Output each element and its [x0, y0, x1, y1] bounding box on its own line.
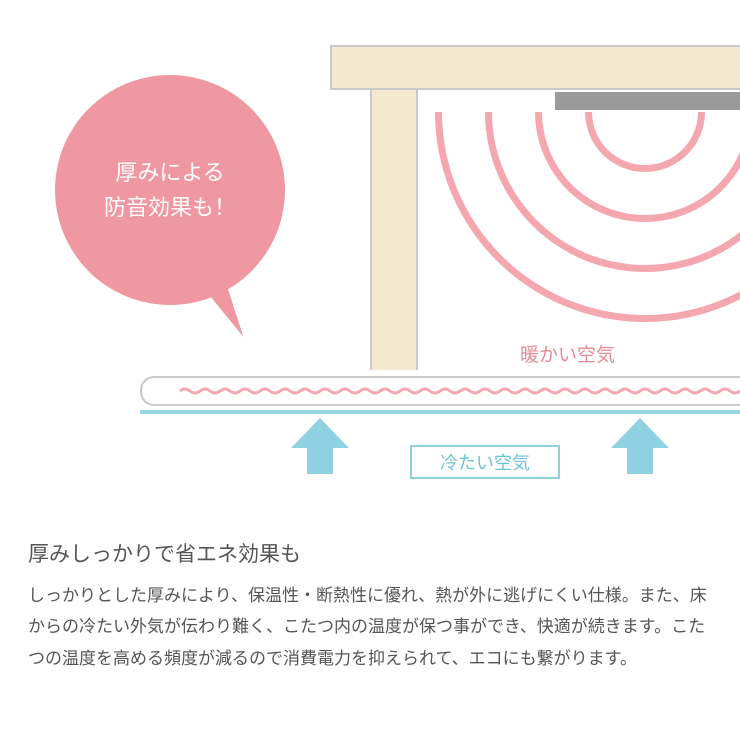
- kotatsu-diagram: 暖かい空気 冷たい空気 厚みによる 防音効果も！: [0, 0, 740, 490]
- mat: [140, 376, 740, 406]
- warm-air-label: 暖かい空気: [520, 340, 615, 367]
- table-leg: [370, 90, 418, 370]
- section-heading: 厚みしっかりで省エネ効果も: [28, 538, 712, 568]
- bubble-line1: 厚みによる: [115, 160, 224, 185]
- bubble-line2: 防音効果も！: [104, 195, 236, 220]
- cold-air-label-box: 冷たい空気: [410, 445, 560, 479]
- table-top: [330, 45, 740, 90]
- section-body: しっかりとした厚みにより、保温性・断熱性に優れ、熱が外に逃げにくい仕様。また、床…: [28, 580, 712, 674]
- bubble-text: 厚みによる 防音効果も！: [104, 155, 236, 225]
- floor-line: [140, 410, 740, 414]
- speech-bubble: 厚みによる 防音効果も！: [55, 75, 285, 305]
- cold-air-label: 冷たい空気: [440, 449, 530, 475]
- heater-unit: [555, 92, 740, 110]
